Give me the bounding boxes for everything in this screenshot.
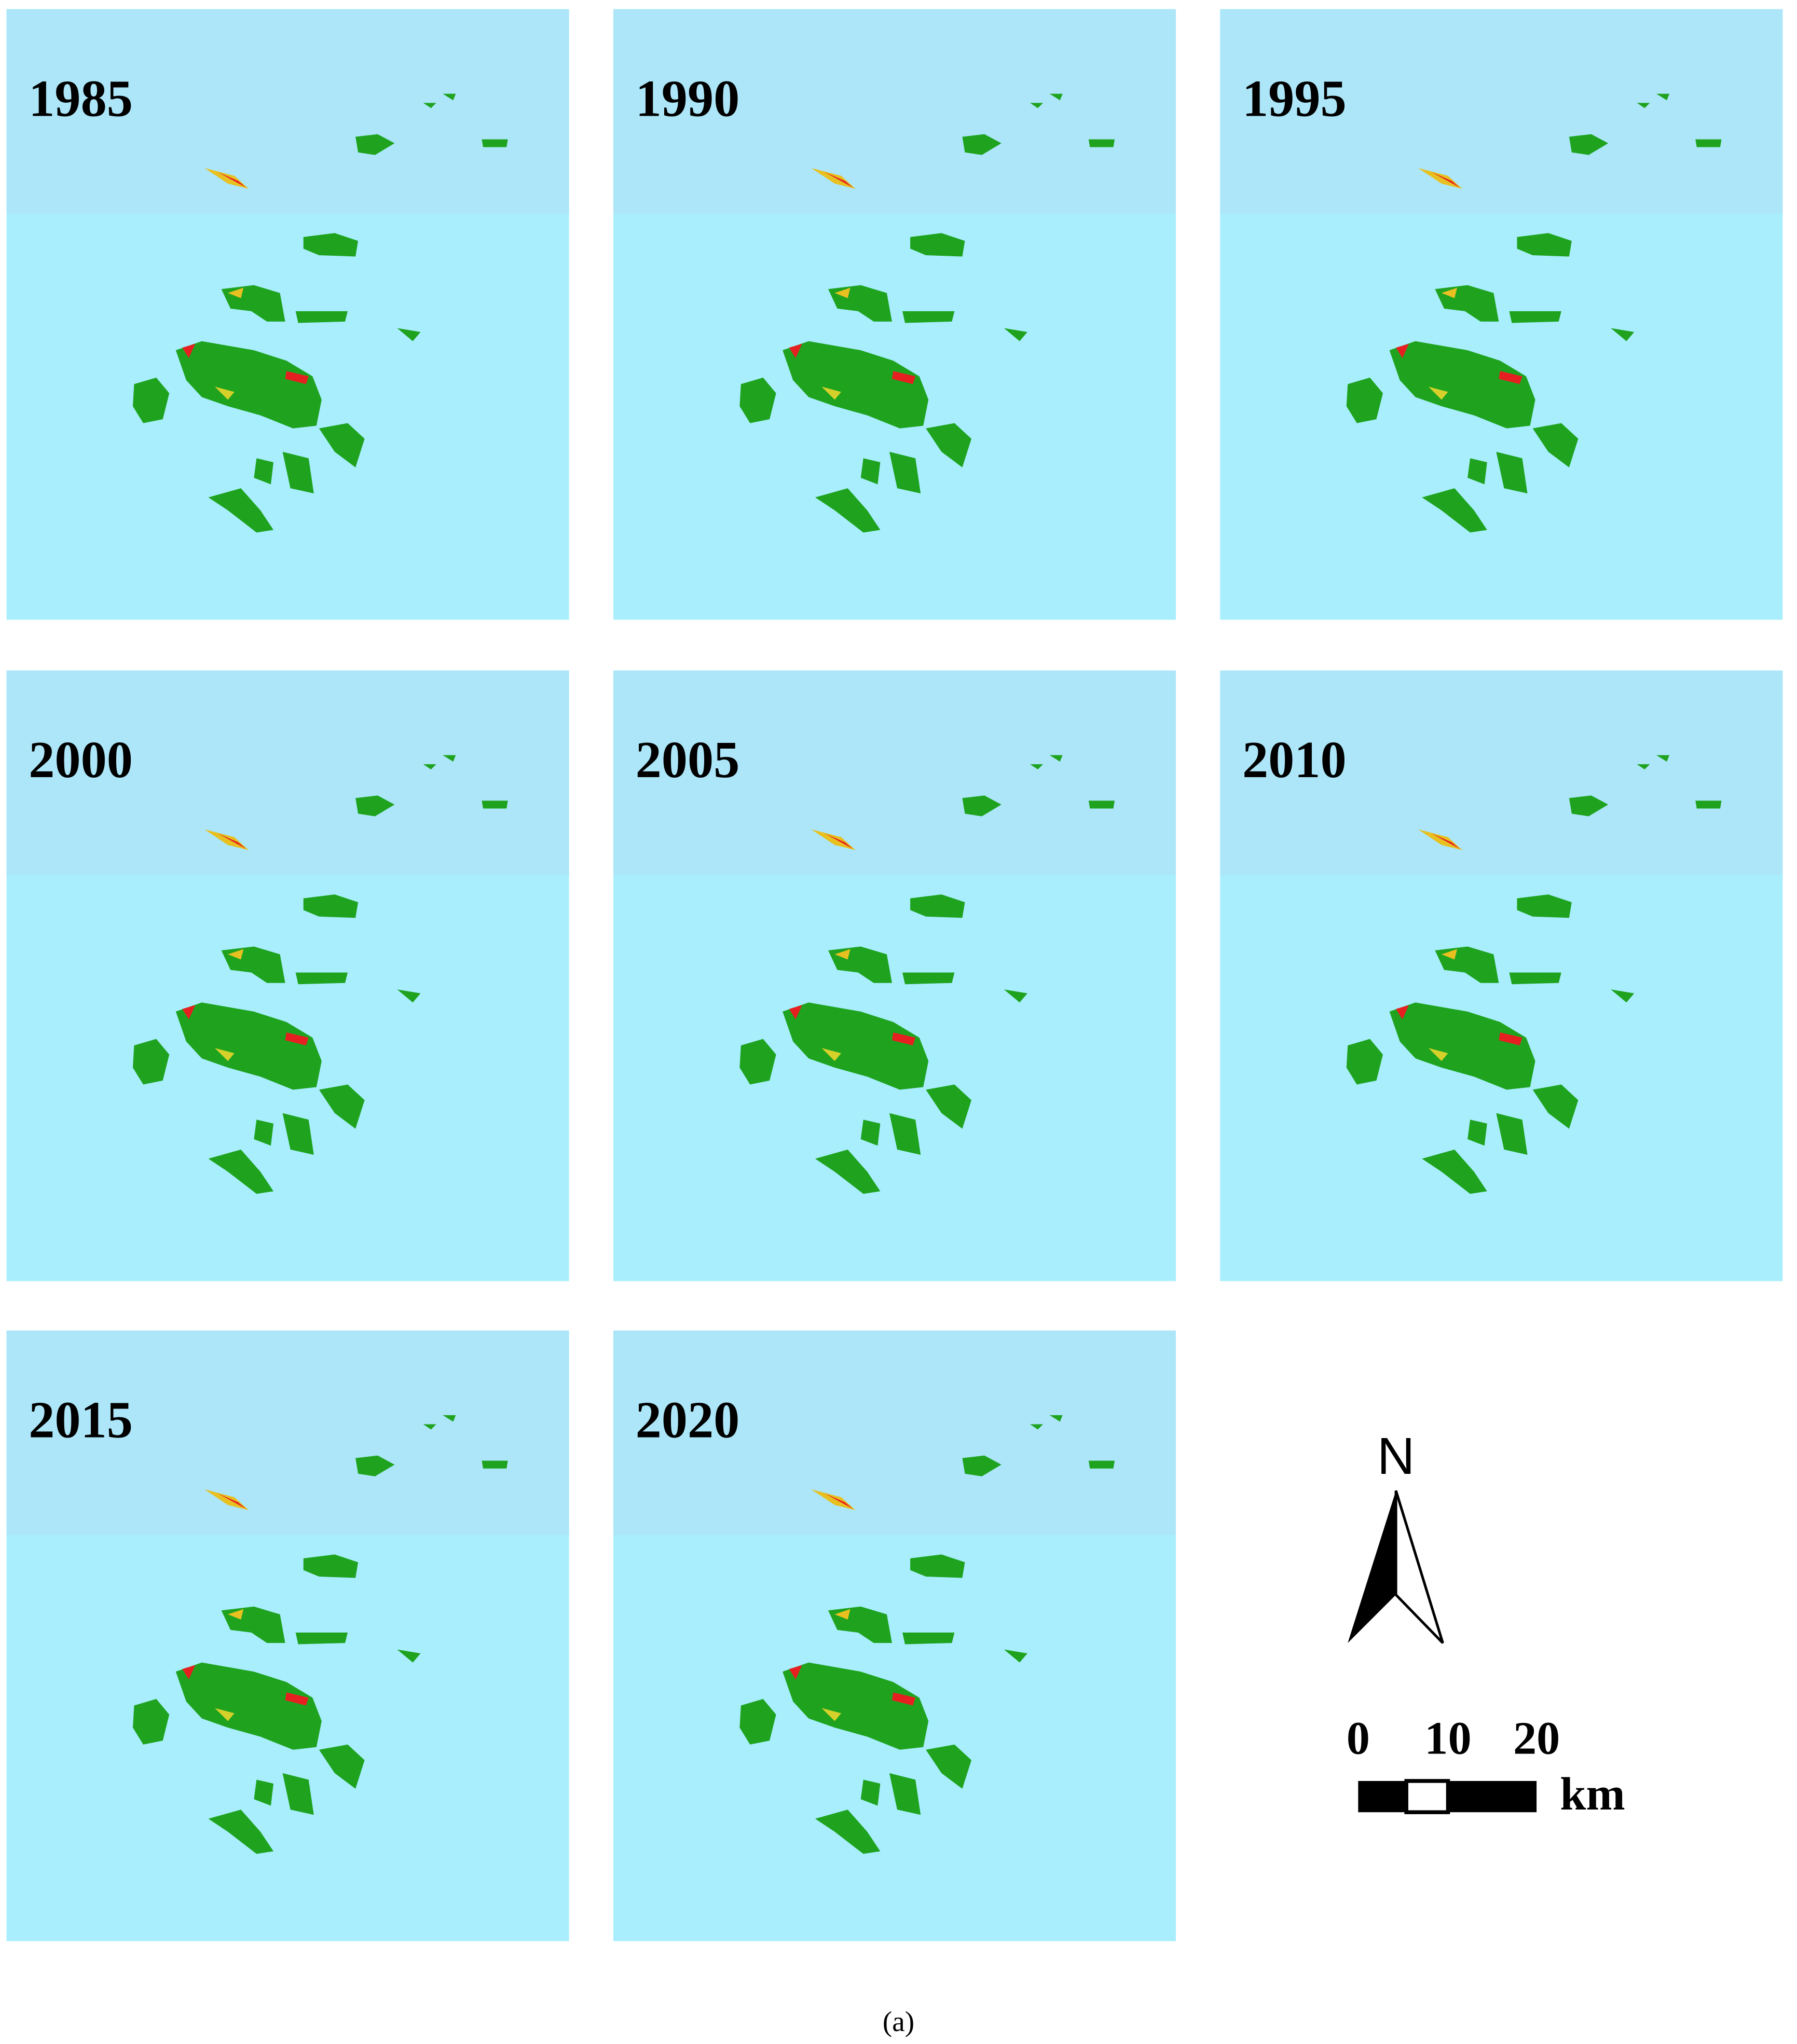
north-label: N [1377,1427,1415,1485]
scale-tick: 10 [1424,1712,1471,1764]
sea-band [1220,670,1783,875]
map-panel: 1985 [6,9,569,620]
sea-band [1220,9,1783,214]
map-panel: 2010 [1220,670,1783,1281]
sea-band [6,670,569,875]
scale-bar: 0 10 20 km [1347,1712,1625,1820]
scale-unit: km [1560,1768,1625,1820]
map-panel: 2000 [6,670,569,1281]
sea-band [613,670,1176,875]
scale-tick: 20 [1513,1712,1560,1764]
sea-band [6,1330,569,1535]
year-label: 2000 [29,731,133,789]
map-panel: 2005 [613,670,1176,1281]
map-panel: 2015 [6,1330,569,1941]
year-label: 1995 [1242,70,1347,127]
scale-tick: 0 [1347,1712,1370,1764]
map-panel: 2020 [613,1330,1176,1941]
map-panel: 1995 [1220,9,1783,620]
year-label: 2005 [636,731,740,789]
year-label: 2020 [636,1391,740,1449]
map-panel: 1990 [613,9,1176,620]
year-label: 2015 [29,1391,133,1449]
year-label: 1985 [29,70,133,127]
year-label: 2010 [1242,731,1347,789]
year-label: 1990 [636,70,740,127]
sea-band [613,9,1176,214]
sea-band [613,1330,1176,1535]
caption: (a) [883,2006,914,2037]
north-arrow: N [1348,1427,1444,1644]
sea-band [6,9,569,214]
